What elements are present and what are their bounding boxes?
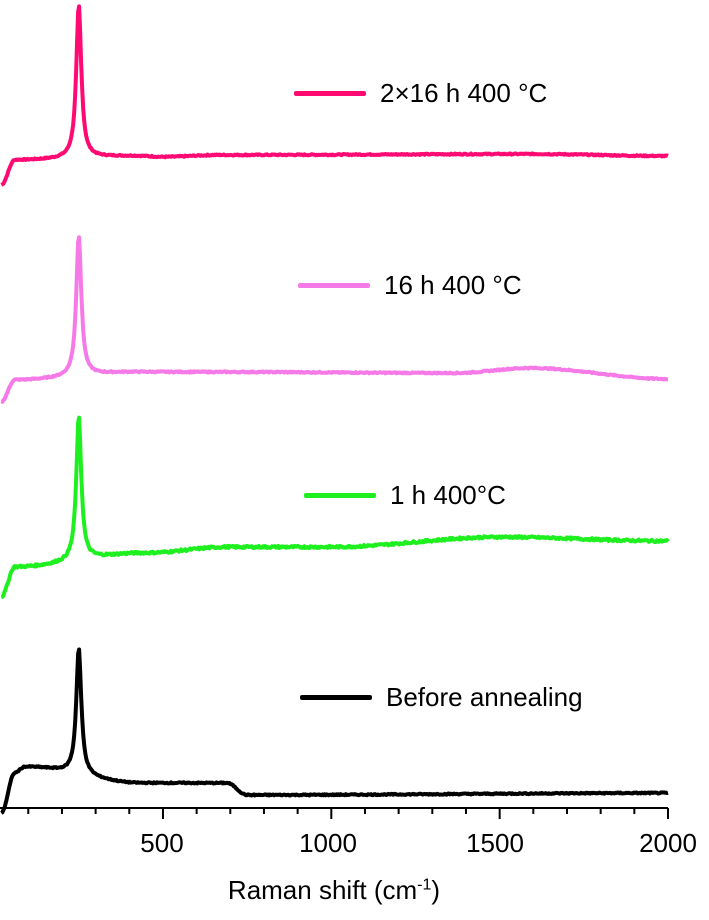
x-axis xyxy=(0,807,669,819)
legend-item-16h: 16 h 400 °C xyxy=(298,270,522,301)
legend-swatch-2x16h xyxy=(294,91,366,96)
legend-swatch-before-annealing xyxy=(300,695,372,700)
trace-0 xyxy=(0,4,669,187)
legend-swatch-16h xyxy=(298,283,370,288)
trace-3 xyxy=(0,647,669,815)
legend-swatch-1h xyxy=(304,493,376,498)
x-tick-label-2000: 2000 xyxy=(639,828,697,858)
legend-item-1h: 1 h 400°C xyxy=(304,480,506,511)
x-tick-label-1000: 1000 xyxy=(299,828,357,858)
legend-item-2x16h: 2×16 h 400 °C xyxy=(294,78,547,109)
legend-item-before-annealing: Before annealing xyxy=(300,682,583,713)
legend-label-16h: 16 h 400 °C xyxy=(384,270,522,300)
x-axis-title: Raman shift (cm-1) xyxy=(227,875,441,905)
spectra-traces xyxy=(0,4,670,815)
x-tick-label-1500: 1500 xyxy=(466,828,524,858)
legend-label-1h: 1 h 400°C xyxy=(390,480,506,510)
legend-label-2x16h: 2×16 h 400 °C xyxy=(380,78,548,108)
trace-1 xyxy=(0,235,669,404)
trace-2 xyxy=(0,415,670,600)
x-tick-label-500: 500 xyxy=(140,828,184,858)
legend-label-before-annealing: Before annealing xyxy=(386,682,583,712)
